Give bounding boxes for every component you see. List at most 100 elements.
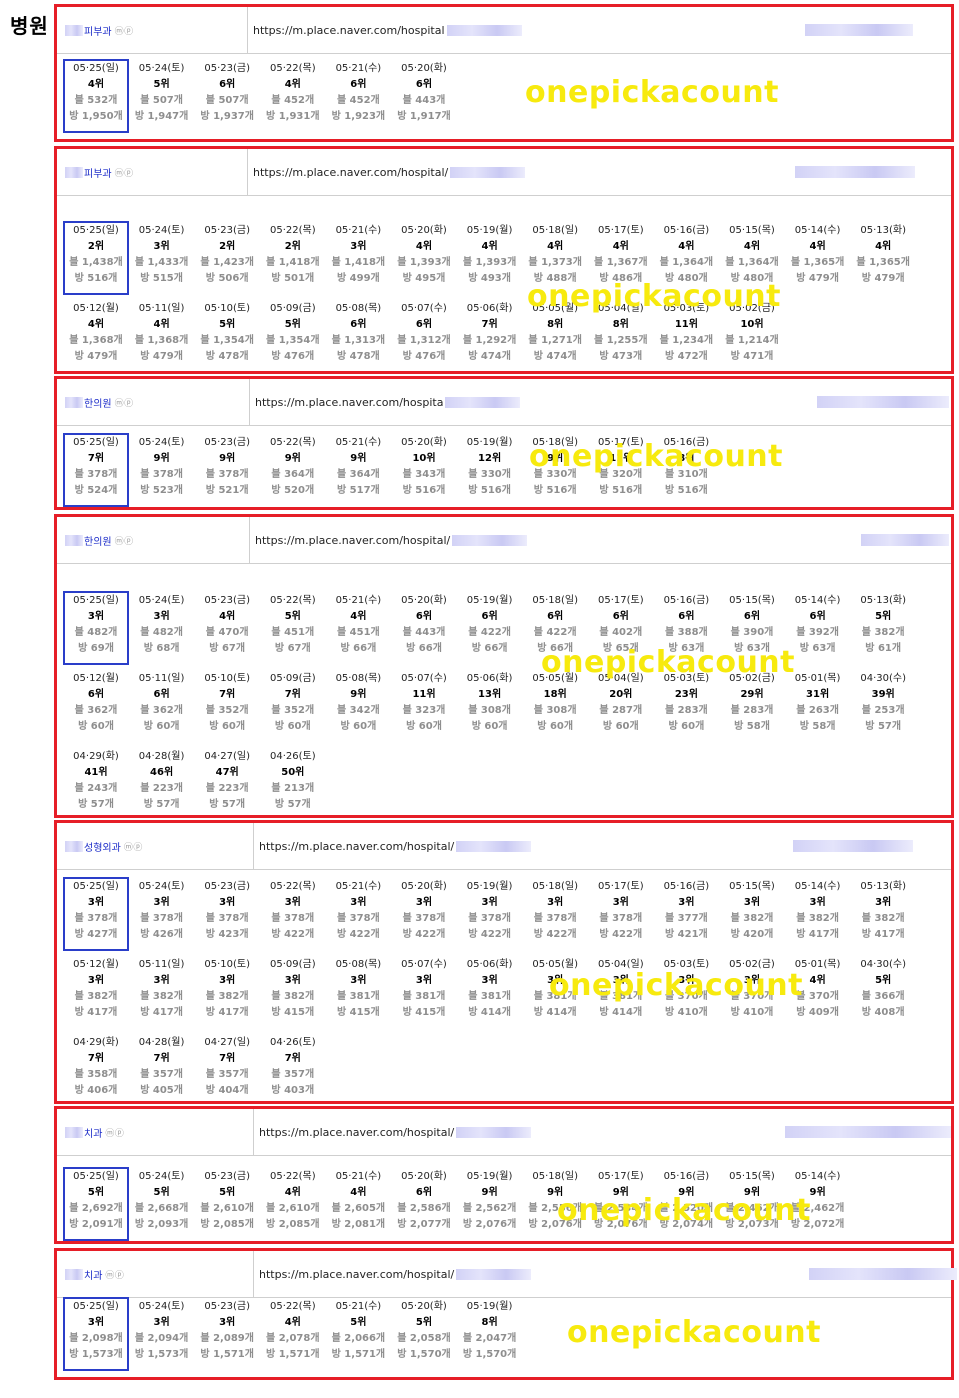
rank-day-cell-selected[interactable]: 05·25(일) 5위 블 2,692개 방 2,091개 (63, 1167, 129, 1241)
rank-day-cell[interactable]: 05·23(금) 4위 블 470개 방 67개 (194, 591, 260, 665)
rank-day-cell[interactable]: 05·18(일) 3위 블 378개 방 422개 (522, 877, 588, 951)
rank-day-cell[interactable]: 05·14(수) 6위 블 392개 방 63개 (785, 591, 851, 665)
rank-day-cell[interactable]: 05·24(토) 5위 블 507개 방 1,947개 (129, 59, 195, 133)
place-url-link[interactable]: https://m.place.naver.com/hospital/ (255, 533, 451, 547)
rank-day-cell[interactable]: 05·21(수) 3위 블 378개 방 422개 (325, 877, 391, 951)
rank-day-cell[interactable]: 05·03(토) 11위 블 1,234개 방 472개 (653, 299, 719, 373)
place-url-link[interactable]: https://m.place.naver.com/hospital/ (259, 839, 455, 853)
rank-day-cell[interactable]: 05·01(목) 31위 블 263개 방 58개 (785, 669, 851, 743)
rank-day-cell-selected[interactable]: 05·25(일) 7위 블 378개 방 524개 (63, 433, 129, 507)
rank-day-cell[interactable]: 05·22(목) 4위 블 2,610개 방 2,085개 (260, 1167, 326, 1241)
hospital-name-link[interactable]: 한의원 (84, 398, 112, 410)
rank-day-cell[interactable]: 05·21(수) 5위 블 2,066개 방 1,571개 (325, 1297, 391, 1371)
rank-day-cell[interactable]: 05·04(일) 8위 블 1,255개 방 473개 (588, 299, 654, 373)
place-url-link[interactable]: https://m.place.naver.com/hospital (253, 23, 445, 37)
rank-day-cell[interactable]: 05·20(화) 6위 블 2,586개 방 2,077개 (391, 1167, 457, 1241)
rank-day-cell[interactable]: 05·20(화) 10위 블 343개 방 516개 (391, 433, 457, 507)
rank-day-cell[interactable]: 05·19(월) 3위 블 378개 방 422개 (457, 877, 523, 951)
rank-day-cell[interactable]: 05·12(월) 3위 블 382개 방 417개 (63, 955, 129, 1029)
rank-day-cell[interactable]: 05·02(금) 3위 블 370개 방 410개 (719, 955, 785, 1029)
rank-day-cell[interactable]: 05·02(금) 10위 블 1,214개 방 471개 (719, 299, 785, 373)
rank-day-cell[interactable]: 05·24(토) 3위 블 482개 방 68개 (129, 591, 195, 665)
rank-day-cell[interactable]: 05·22(목) 9위 블 364개 방 520개 (260, 433, 326, 507)
rank-day-cell[interactable]: 05·13(화) 5위 블 382개 방 61개 (850, 591, 916, 665)
rank-day-cell[interactable]: 05·20(화) 6위 블 443개 방 66개 (391, 591, 457, 665)
rank-day-cell[interactable]: 05·23(금) 5위 블 2,610개 방 2,085개 (194, 1167, 260, 1241)
rank-day-cell[interactable]: 05·24(토) 3위 블 2,094개 방 1,573개 (129, 1297, 195, 1371)
rank-day-cell[interactable]: 05·16(금) 4위 블 1,364개 방 480개 (653, 221, 719, 295)
rank-day-cell[interactable]: 05·14(수) 3위 블 382개 방 417개 (785, 877, 851, 951)
rank-day-cell[interactable]: 05·07(수) 11위 블 323개 방 60개 (391, 669, 457, 743)
rank-day-cell[interactable]: 05·21(수) 6위 블 452개 방 1,923개 (325, 59, 391, 133)
rank-day-cell[interactable]: 05·06(화) 13위 블 308개 방 60개 (457, 669, 523, 743)
rank-day-cell[interactable]: 05·21(수) 4위 블 2,605개 방 2,081개 (325, 1167, 391, 1241)
rank-day-cell[interactable]: 05·18(일) 6위 블 422개 방 66개 (522, 591, 588, 665)
rank-day-cell[interactable]: 05·24(토) 3위 블 1,433개 방 515개 (129, 221, 195, 295)
rank-day-cell-selected[interactable]: 05·25(일) 3위 블 482개 방 69개 (63, 591, 129, 665)
rank-day-cell[interactable]: 05·13(화) 3위 블 382개 방 417개 (850, 877, 916, 951)
place-url-link[interactable]: https://m.place.naver.com/hospital/ (259, 1267, 455, 1281)
rank-day-cell[interactable]: 05·08(목) 3위 블 381개 방 415개 (325, 955, 391, 1029)
rank-day-cell[interactable]: 05·14(수) 4위 블 1,365개 방 479개 (785, 221, 851, 295)
rank-day-cell[interactable]: 05·20(화) 5위 블 2,058개 방 1,570개 (391, 1297, 457, 1371)
rank-day-cell[interactable]: 04·30(수) 5위 블 366개 방 408개 (850, 955, 916, 1029)
rank-day-cell[interactable]: 05·04(일) 3위 블 381개 방 414개 (588, 955, 654, 1029)
rank-day-cell[interactable]: 04·27(일) 47위 블 223개 방 57개 (194, 747, 260, 821)
rank-day-cell[interactable]: 05·16(금) 8위 블 310개 방 516개 (653, 433, 719, 507)
rank-day-cell[interactable]: 04·30(수) 39위 블 253개 방 57개 (850, 669, 916, 743)
rank-day-cell[interactable]: 05·19(월) 6위 블 422개 방 66개 (457, 591, 523, 665)
rank-day-cell[interactable]: 05·06(화) 7위 블 1,292개 방 474개 (457, 299, 523, 373)
rank-day-cell[interactable]: 05·11(일) 6위 블 362개 방 60개 (129, 669, 195, 743)
rank-day-cell[interactable]: 05·22(목) 4위 블 2,078개 방 1,571개 (260, 1297, 326, 1371)
rank-day-cell[interactable]: 04·28(월) 7위 블 357개 방 405개 (129, 1033, 195, 1107)
rank-day-cell[interactable]: 05·22(목) 3위 블 378개 방 422개 (260, 877, 326, 951)
rank-day-cell[interactable]: 05·14(수) 9위 블 2,462개 방 2,072개 (785, 1167, 851, 1241)
rank-day-cell[interactable]: 04·27(일) 7위 블 357개 방 404개 (194, 1033, 260, 1107)
rank-day-cell[interactable]: 05·17(토) 11위 블 320개 방 516개 (588, 433, 654, 507)
rank-day-cell[interactable]: 05·15(목) 3위 블 382개 방 420개 (719, 877, 785, 951)
rank-day-cell[interactable]: 05·20(화) 6위 블 443개 방 1,917개 (391, 59, 457, 133)
rank-day-cell[interactable]: 05·23(금) 9위 블 378개 방 521개 (194, 433, 260, 507)
rank-day-cell[interactable]: 05·19(월) 4위 블 1,393개 방 493개 (457, 221, 523, 295)
rank-day-cell[interactable]: 04·28(월) 46위 블 223개 방 57개 (129, 747, 195, 821)
rank-day-cell[interactable]: 05·23(금) 6위 블 507개 방 1,937개 (194, 59, 260, 133)
rank-day-cell[interactable]: 05·20(화) 3위 블 378개 방 422개 (391, 877, 457, 951)
rank-day-cell[interactable]: 05·15(목) 6위 블 390개 방 63개 (719, 591, 785, 665)
rank-day-cell[interactable]: 04·26(토) 50위 블 213개 방 57개 (260, 747, 326, 821)
hospital-name-link[interactable]: 피부과 (84, 168, 112, 180)
rank-day-cell[interactable]: 05·19(월) 9위 블 2,562개 방 2,076개 (457, 1167, 523, 1241)
rank-day-cell[interactable]: 05·18(일) 9위 블 330개 방 516개 (522, 433, 588, 507)
rank-day-cell[interactable]: 05·23(금) 2위 블 1,423개 방 506개 (194, 221, 260, 295)
rank-day-cell[interactable]: 05·09(금) 5위 블 1,354개 방 476개 (260, 299, 326, 373)
rank-day-cell[interactable]: 05·06(화) 3위 블 381개 방 414개 (457, 955, 523, 1029)
rank-day-cell[interactable]: 05·12(월) 6위 블 362개 방 60개 (63, 669, 129, 743)
rank-day-cell[interactable]: 04·29(화) 41위 블 243개 방 57개 (63, 747, 129, 821)
rank-day-cell[interactable]: 05·11(일) 3위 블 382개 방 417개 (129, 955, 195, 1029)
rank-day-cell[interactable]: 05·23(금) 3위 블 378개 방 423개 (194, 877, 260, 951)
rank-day-cell[interactable]: 05·16(금) 6위 블 388개 방 63개 (653, 591, 719, 665)
rank-day-cell[interactable]: 05·09(금) 7위 블 352개 방 60개 (260, 669, 326, 743)
rank-day-cell[interactable]: 05·18(일) 9위 블 2,556개 방 2,076개 (522, 1167, 588, 1241)
rank-day-cell[interactable]: 05·18(일) 4위 블 1,373개 방 488개 (522, 221, 588, 295)
rank-day-cell[interactable]: 05·05(월) 18위 블 308개 방 60개 (522, 669, 588, 743)
rank-day-cell[interactable]: 04·26(토) 7위 블 357개 방 403개 (260, 1033, 326, 1107)
rank-day-cell[interactable]: 05·20(화) 4위 블 1,393개 방 495개 (391, 221, 457, 295)
rank-day-cell-selected[interactable]: 05·25(일) 2위 블 1,438개 방 516개 (63, 221, 129, 295)
rank-day-cell[interactable]: 05·17(토) 3위 블 378개 방 422개 (588, 877, 654, 951)
rank-day-cell[interactable]: 05·07(수) 6위 블 1,312개 방 476개 (391, 299, 457, 373)
hospital-name-link[interactable]: 피부과 (84, 26, 112, 38)
rank-day-cell[interactable]: 05·15(목) 4위 블 1,364개 방 480개 (719, 221, 785, 295)
rank-day-cell[interactable]: 05·21(수) 4위 블 451개 방 66개 (325, 591, 391, 665)
rank-day-cell[interactable]: 04·29(화) 7위 블 358개 방 406개 (63, 1033, 129, 1107)
rank-day-cell[interactable]: 05·02(금) 29위 블 283개 방 58개 (719, 669, 785, 743)
rank-day-cell[interactable]: 05·17(토) 4위 블 1,367개 방 486개 (588, 221, 654, 295)
rank-day-cell[interactable]: 05·08(목) 6위 블 1,313개 방 478개 (325, 299, 391, 373)
rank-day-cell[interactable]: 05·21(수) 3위 블 1,418개 방 499개 (325, 221, 391, 295)
rank-day-cell[interactable]: 05·01(목) 4위 블 370개 방 409개 (785, 955, 851, 1029)
rank-day-cell[interactable]: 05·03(토) 3위 블 370개 방 410개 (653, 955, 719, 1029)
rank-day-cell[interactable]: 05·08(목) 9위 블 342개 방 60개 (325, 669, 391, 743)
hospital-name-link[interactable]: 치과 (84, 1270, 103, 1282)
rank-day-cell[interactable]: 05·22(목) 4위 블 452개 방 1,931개 (260, 59, 326, 133)
rank-day-cell[interactable]: 05·11(일) 4위 블 1,368개 방 479개 (129, 299, 195, 373)
rank-day-cell-selected[interactable]: 05·25(일) 3위 블 378개 방 427개 (63, 877, 129, 951)
